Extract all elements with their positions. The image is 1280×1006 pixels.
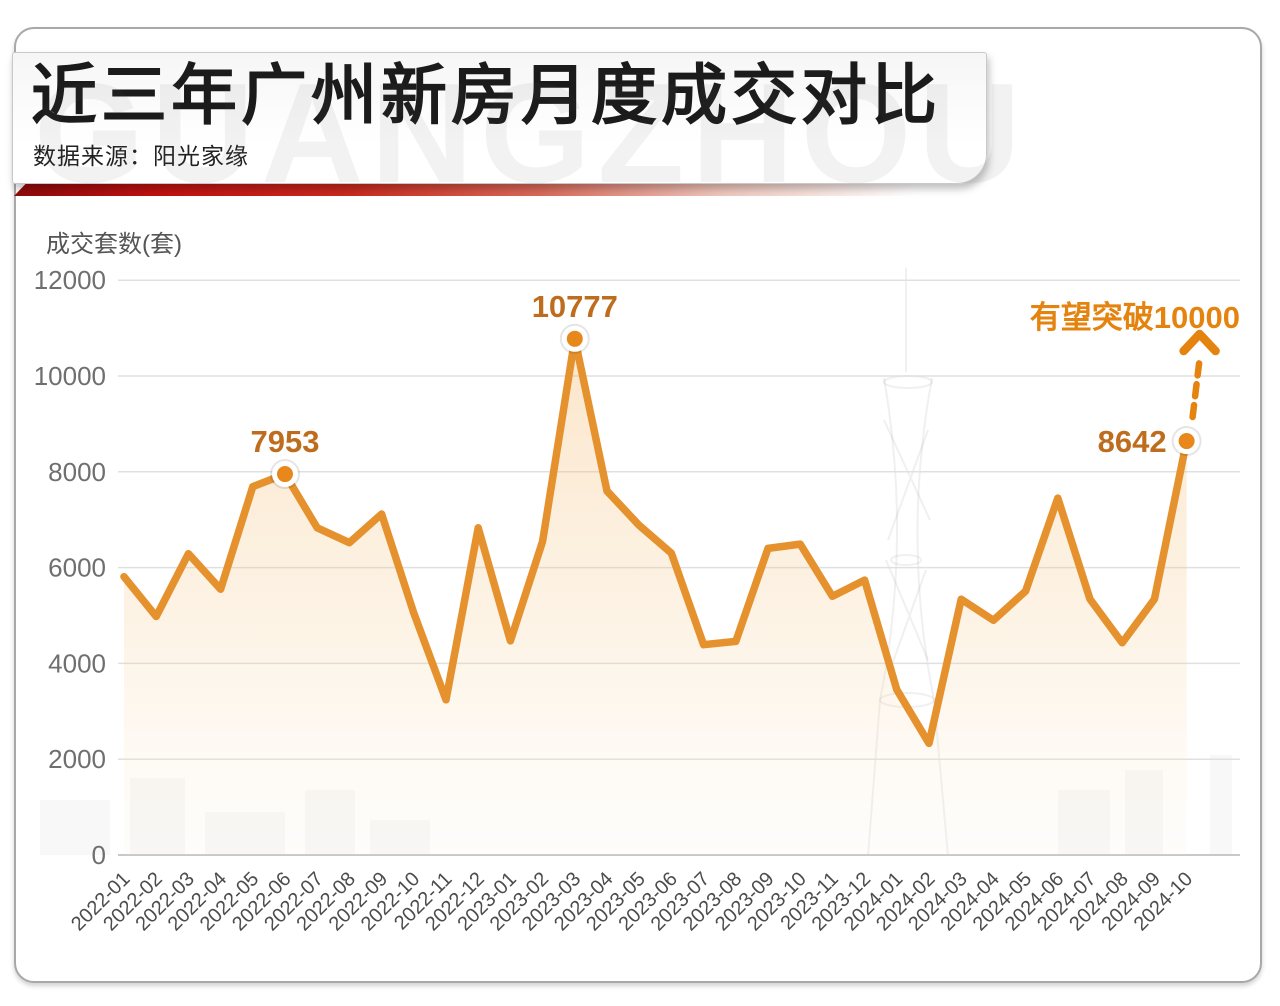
data-source-label: 数据来源：阳光家缘: [33, 143, 249, 170]
data-point-halo: [559, 323, 590, 354]
y-tick-label: 10000: [34, 361, 106, 391]
point-value-label: 8642: [1098, 424, 1167, 459]
y-tick-label: 0: [92, 840, 106, 870]
page-title: 近三年广州新房月度成交对比: [31, 58, 941, 132]
data-point-2023-03: [561, 325, 588, 352]
data-point-2024-10: [1173, 428, 1200, 455]
y-tick-label: 2000: [48, 744, 106, 774]
series-line: [120, 335, 1191, 748]
arrow-head-icon: [1179, 329, 1220, 356]
data-point-halo: [270, 459, 300, 490]
y-tick-label: 4000: [48, 648, 106, 678]
y-axis-title: 成交套数(套): [46, 231, 182, 258]
title-card: 近三年广州新房月度成交对比 数据来源：阳光家缘: [12, 52, 987, 184]
point-value-label: 10777: [532, 289, 618, 324]
data-point-2022-06: [272, 461, 298, 488]
annotation-group: 有望突破10000: [1030, 300, 1240, 421]
annotation-dashed-arrow: [1189, 355, 1203, 421]
y-tick-label: 8000: [48, 457, 106, 487]
y-tick-label: 12000: [34, 265, 106, 295]
area-fill: [124, 338, 1187, 855]
series-area: [124, 338, 1187, 855]
title-red-ribbon: [14, 184, 972, 196]
y-tick-labels: 0 2000 4000 6000 8000 10000 12000: [34, 265, 106, 870]
annotation-text: 有望突破10000: [1030, 300, 1240, 335]
data-points: 7953 10777 8642: [251, 289, 1202, 490]
y-tick-label: 6000: [48, 553, 106, 583]
x-tick-labels: 2022-012022-022022-032022-042022-052022-…: [67, 868, 1197, 935]
series-path: [120, 335, 1191, 748]
point-value-label: 7953: [251, 424, 320, 459]
data-point-halo: [1171, 426, 1202, 457]
